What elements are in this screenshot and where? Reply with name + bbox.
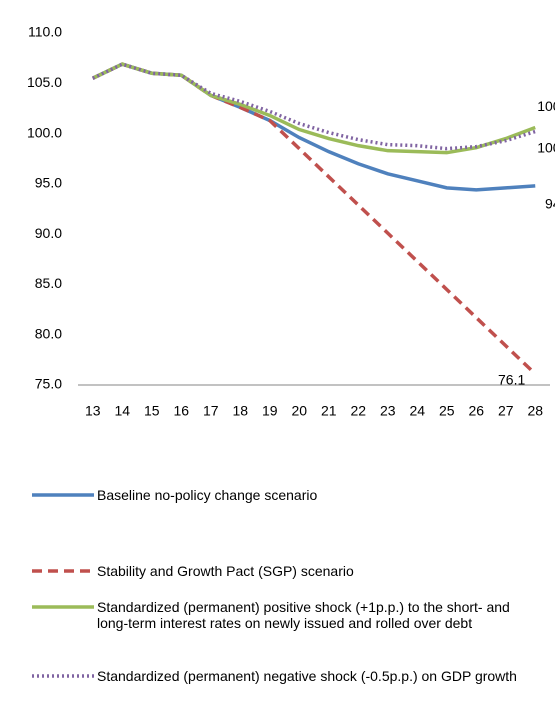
data-label: 94.8	[545, 196, 555, 212]
chart: 75.0 80.0 85.0 90.0 95.0 100.0 105.0 110.0 13 14 1…	[27, 24, 555, 419]
y-tick-label: 110.0	[28, 24, 62, 40]
y-tick-label: 105.0	[27, 74, 62, 90]
x-tick-label: 26	[468, 403, 484, 419]
legend-swatch	[32, 674, 94, 678]
y-tick-label: 95.0	[35, 175, 62, 191]
x-tick-label: 22	[350, 403, 366, 419]
legend-label: Baseline no-policy change scenario	[97, 487, 318, 503]
legend-item: Standardized (permanent) positive shock …	[30, 599, 545, 631]
data-label: 100.2	[537, 139, 555, 155]
x-tick-label: 13	[85, 403, 101, 419]
y-tick-label: 100.0	[27, 124, 62, 140]
legend-swatch	[32, 569, 94, 573]
series-line	[91, 62, 537, 376]
x-tick-label: 15	[144, 403, 160, 419]
x-tick-label: 19	[262, 403, 278, 419]
legend-item: Stability and Growth Pact (SGP) scenario	[30, 563, 545, 579]
x-tick-label: 28	[527, 403, 543, 419]
legend-label: Standardized (permanent) negative shock …	[97, 668, 517, 684]
x-tick-label: 24	[409, 403, 425, 419]
x-tick-label: 17	[203, 403, 219, 419]
x-tick-label: 21	[321, 403, 337, 419]
legend-label: Standardized (permanent) positive shock …	[97, 599, 510, 631]
y-tick-label: 90.0	[35, 225, 62, 241]
y-tick-label: 85.0	[35, 275, 62, 291]
y-tick-label: 80.0	[35, 325, 62, 341]
legend-item: Baseline no-policy change scenario	[30, 487, 545, 503]
x-tick-label: 25	[439, 403, 455, 419]
x-tick-label: 16	[173, 403, 189, 419]
series-line	[91, 62, 536, 155]
x-tick-label: 23	[380, 403, 396, 419]
data-label: 76.1	[498, 372, 525, 388]
data-label: 100.6	[537, 98, 555, 114]
x-tick-label: 20	[291, 403, 307, 419]
series-line	[91, 62, 536, 151]
legend-label: Stability and Growth Pact (SGP) scenario	[97, 563, 354, 579]
x-tick-label: 18	[232, 403, 248, 419]
legend-swatch	[32, 605, 94, 609]
x-tick-label: 27	[498, 403, 514, 419]
x-tick-label: 14	[114, 403, 130, 419]
legend-item: Standardized (permanent) negative shock …	[30, 668, 545, 684]
y-tick-label: 75.0	[35, 376, 62, 392]
legend-swatch	[32, 493, 94, 497]
